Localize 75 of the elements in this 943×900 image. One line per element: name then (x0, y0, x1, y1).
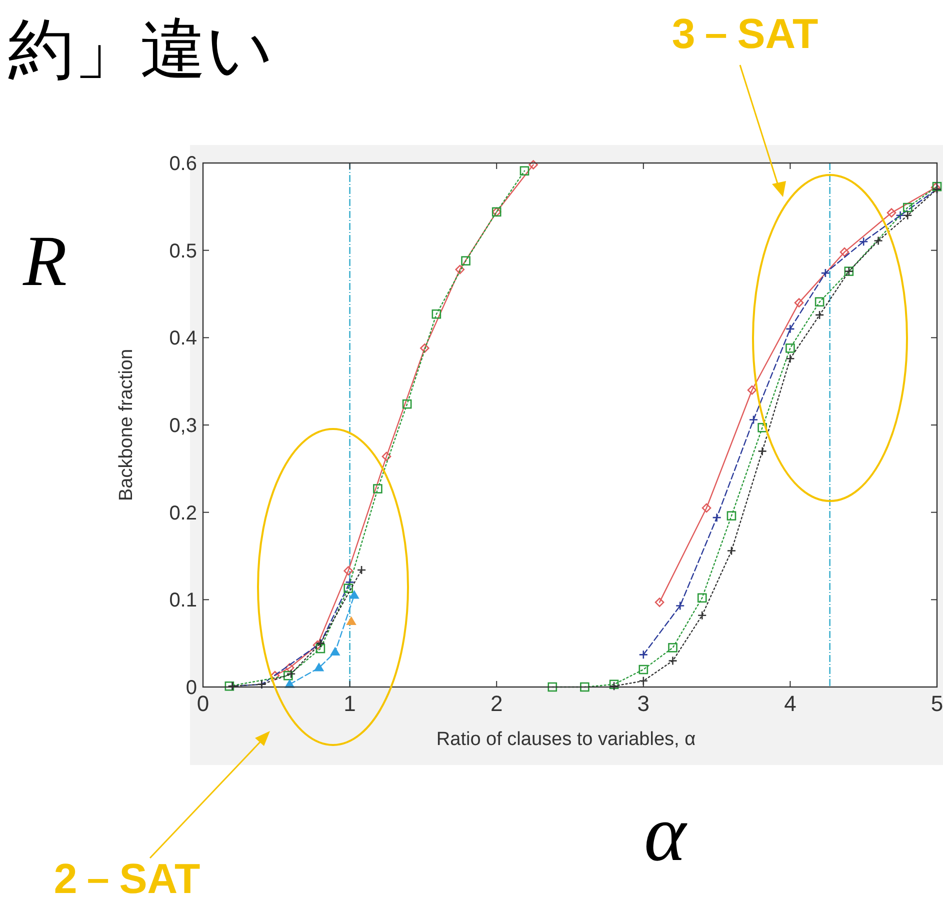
point (382, 452, 392, 462)
point (786, 354, 795, 364)
point (286, 669, 296, 679)
x-tick-label: 4 (784, 691, 796, 716)
point (283, 670, 293, 680)
point (814, 310, 824, 320)
point (697, 610, 707, 620)
point (284, 663, 294, 672)
point (520, 166, 530, 176)
y-tick-label: 0.1 (169, 590, 197, 612)
point (668, 656, 678, 666)
point (373, 484, 382, 494)
point (654, 598, 664, 607)
point (675, 601, 685, 610)
point (346, 616, 356, 625)
x-tick-label: 1 (344, 691, 356, 716)
point (432, 309, 442, 319)
text: α (644, 790, 688, 878)
point (548, 682, 558, 692)
point (874, 236, 883, 246)
point (840, 247, 850, 257)
point (902, 202, 912, 212)
point (330, 647, 340, 656)
chart-title: 約」違い (8, 12, 274, 86)
y-tick-label: 0.6 (169, 153, 197, 175)
y-axis-title: Backbone fraction (116, 348, 137, 502)
point (786, 343, 795, 353)
point (638, 664, 648, 674)
point (820, 268, 830, 278)
point (748, 415, 758, 424)
point (786, 324, 795, 334)
point (726, 511, 736, 520)
point (455, 264, 465, 274)
point (580, 682, 590, 692)
point (350, 590, 359, 599)
point (794, 298, 804, 308)
x-axis-title: Ratio of clauses to variables, α (436, 729, 696, 750)
point (638, 650, 648, 660)
point (712, 512, 722, 522)
point (528, 160, 538, 170)
point (668, 643, 678, 652)
text: 2－SAT (54, 855, 200, 900)
point (345, 578, 354, 587)
x-tick-label: 5 (930, 691, 943, 716)
point (316, 644, 326, 654)
text: 3－SAT (672, 10, 818, 57)
y-tick-label: 0 (186, 677, 197, 699)
point (314, 663, 324, 672)
point (697, 593, 707, 603)
point (886, 208, 896, 218)
x-tick-label: 3 (637, 691, 650, 716)
point (461, 256, 470, 266)
point (344, 584, 353, 593)
point (702, 503, 712, 513)
y-tick-label: 0.4 (169, 328, 197, 350)
text: R (22, 221, 67, 301)
point (758, 422, 767, 432)
point (356, 565, 366, 575)
point (858, 236, 868, 246)
point (896, 210, 905, 220)
point (402, 399, 412, 409)
point (747, 385, 757, 395)
y-tick-label: 0.2 (169, 502, 197, 524)
point (270, 670, 280, 680)
y-tick-label: 0.5 (169, 240, 197, 262)
point (420, 343, 430, 353)
point (758, 446, 767, 456)
point (814, 297, 824, 307)
point (726, 546, 736, 556)
point (224, 681, 234, 691)
point (344, 566, 353, 576)
x-tick-label: 2 (490, 691, 503, 716)
y-tick-label: 0,3 (169, 415, 197, 437)
point (902, 210, 912, 220)
point (312, 640, 322, 650)
